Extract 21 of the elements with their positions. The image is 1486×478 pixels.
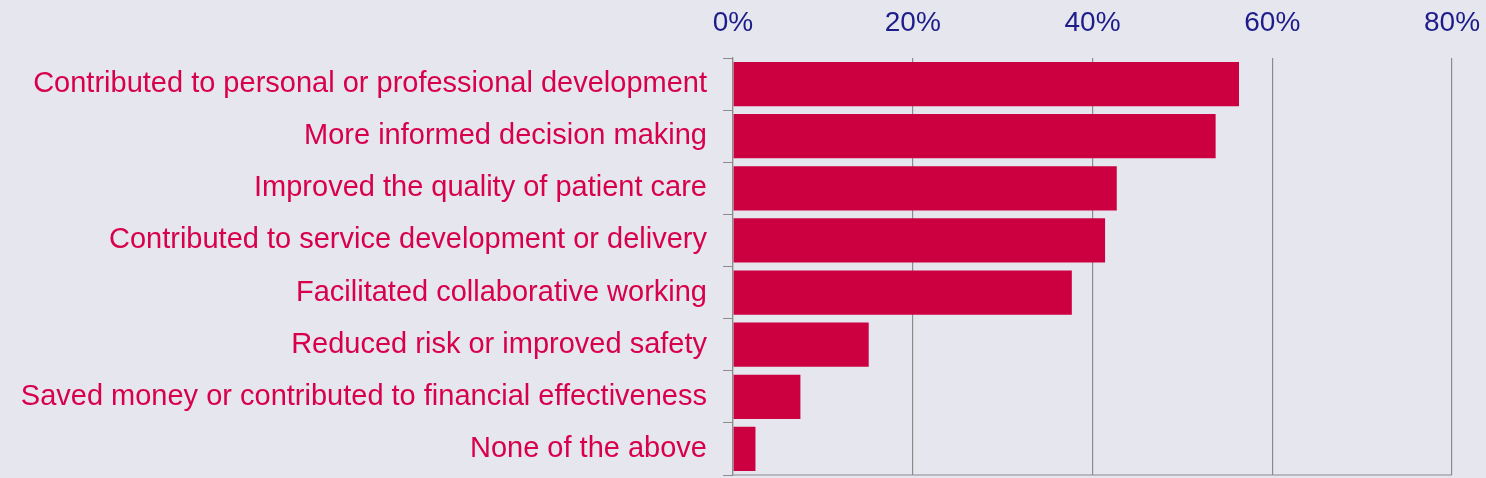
y-tick-label: Reduced risk or improved safety	[291, 326, 708, 359]
y-tick-label: None of the above	[469, 430, 707, 463]
x-tick-label: 40%	[1064, 5, 1121, 37]
x-tick-label: 20%	[884, 5, 941, 37]
y-tick-label: Saved money or contributed to financial effectiveness	[20, 378, 707, 411]
y-tick-label: Contributed to service development or delivery	[108, 222, 708, 255]
bar	[733, 322, 869, 367]
y-tick-label: More informed decision making	[304, 118, 707, 151]
y-tick-label: Improved the quality of patient care	[254, 170, 707, 203]
x-tick-label: 0%	[712, 5, 754, 37]
y-tick-label: Facilitated collaborative working	[295, 274, 707, 307]
y-tick-label: Contributed to personal or professional development	[33, 66, 707, 99]
bar	[733, 166, 1117, 211]
x-tick-label: 60%	[1244, 5, 1301, 37]
bar	[733, 61, 1239, 107]
bar	[733, 426, 756, 472]
bar	[733, 270, 1072, 315]
bar	[733, 218, 1106, 263]
bar	[733, 374, 801, 419]
bar	[733, 114, 1216, 159]
x-tick-label: 80%	[1423, 5, 1481, 37]
